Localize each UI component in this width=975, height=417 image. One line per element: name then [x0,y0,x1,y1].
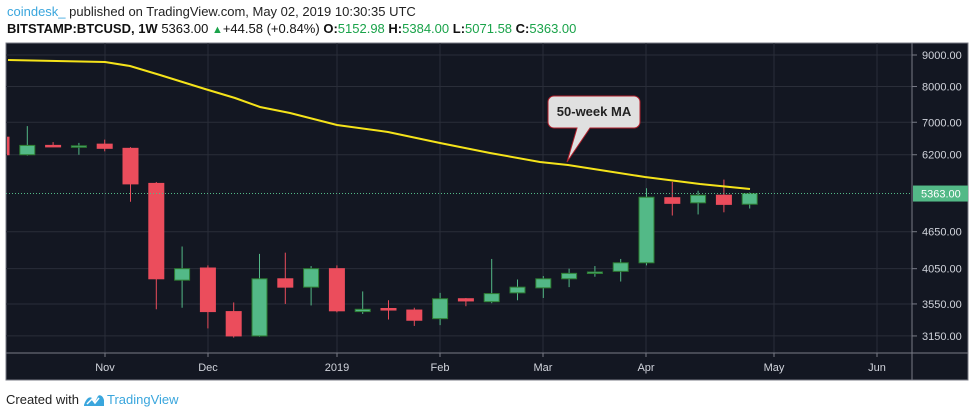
time-tick-label: May [764,362,785,374]
candle [199,265,216,329]
price-tick-label: 9000.00 [922,50,962,62]
price-tick-label: 3150.00 [922,331,962,343]
author-link[interactable]: coindesk_ [7,4,66,19]
current-price-label: 5363.00 [921,189,961,201]
price-tick-label: 7000.00 [922,117,962,129]
tradingview-logo-icon [83,394,104,406]
candle [638,188,655,266]
time-tick-label: 2019 [325,362,349,374]
candle [19,126,36,156]
time-tick-label: Dec [198,362,218,374]
price-tick-label: 4650.00 [922,227,962,239]
candle [354,291,371,314]
candlestick-series [7,126,758,338]
low-label: L: [452,21,466,36]
candle [70,142,87,155]
time-tick-label: Apr [637,362,654,374]
candle [251,253,268,337]
callout-text: 50-week MA [557,104,632,119]
candle [96,139,113,152]
price-tick-label: 4050.00 [922,264,962,276]
callout-bubble [547,95,641,163]
time-tick-label: Mar [534,362,553,374]
candle [535,276,552,298]
open-label: O: [323,21,338,36]
tradingview-link[interactable]: TradingView [106,392,179,407]
candle [612,258,629,282]
created-with-text: Created with [6,392,79,407]
candle [509,279,526,301]
candle [174,246,191,308]
candle [328,265,345,313]
footer: Created with TradingView [6,392,179,407]
candle [7,136,10,156]
candle [45,142,62,148]
time-tick-label: Jun [868,362,886,374]
time-tick-label: Nov [95,362,115,374]
low-value: 5071.58 [465,21,513,36]
price-tick-label: 6200.00 [922,150,962,162]
candle [457,297,474,307]
price-axis[interactable]: 9000.00 8000.00 7000.00 6200.00 4650.00 4050.… [912,50,968,343]
candle [586,266,603,277]
open-value: 5152.98 [337,21,385,36]
symbol-label: BITSTAMP:BTCUSD, 1W [7,21,158,36]
candle [225,302,242,338]
candle [122,147,139,202]
candle [148,181,165,310]
candle [406,307,423,326]
published-text: published on TradingView.com, May 02, 20… [69,4,416,19]
last-price: 5363.00 [161,21,209,36]
candle [432,292,449,326]
candle [690,190,707,215]
candle [561,268,578,288]
candle [303,266,320,306]
candle [664,181,681,216]
close-value: 5363.00 [529,21,577,36]
candle [715,179,732,213]
ma-callout[interactable]: 50-week MA [547,95,641,163]
high-label: H: [388,21,403,36]
grid-lines [6,43,912,353]
candle [380,300,397,320]
time-tick-label: Feb [431,362,450,374]
publish-info: coindesk_ published on TradingView.com, … [7,4,416,19]
up-arrow-icon: ▲ [211,24,223,36]
high-value: 5384.00 [402,21,450,36]
ma-50-line [7,59,751,190]
close-label: C: [515,21,530,36]
price-tick-label: 8000.00 [922,82,962,94]
price-change: +44.58 (+0.84%) [222,21,320,36]
current-price-badge [913,185,968,202]
candle [277,252,294,304]
chart-background [5,42,969,381]
candle [483,258,500,304]
price-tick-label: 3550.00 [922,299,962,311]
ohlc-legend: BITSTAMP:BTCUSD, 1W 5363.00 ▲+44.58 (+0.… [7,21,576,36]
candle [741,192,758,209]
time-axis[interactable]: Nov Dec 2019 Feb Mar Apr May Jun [95,353,886,374]
